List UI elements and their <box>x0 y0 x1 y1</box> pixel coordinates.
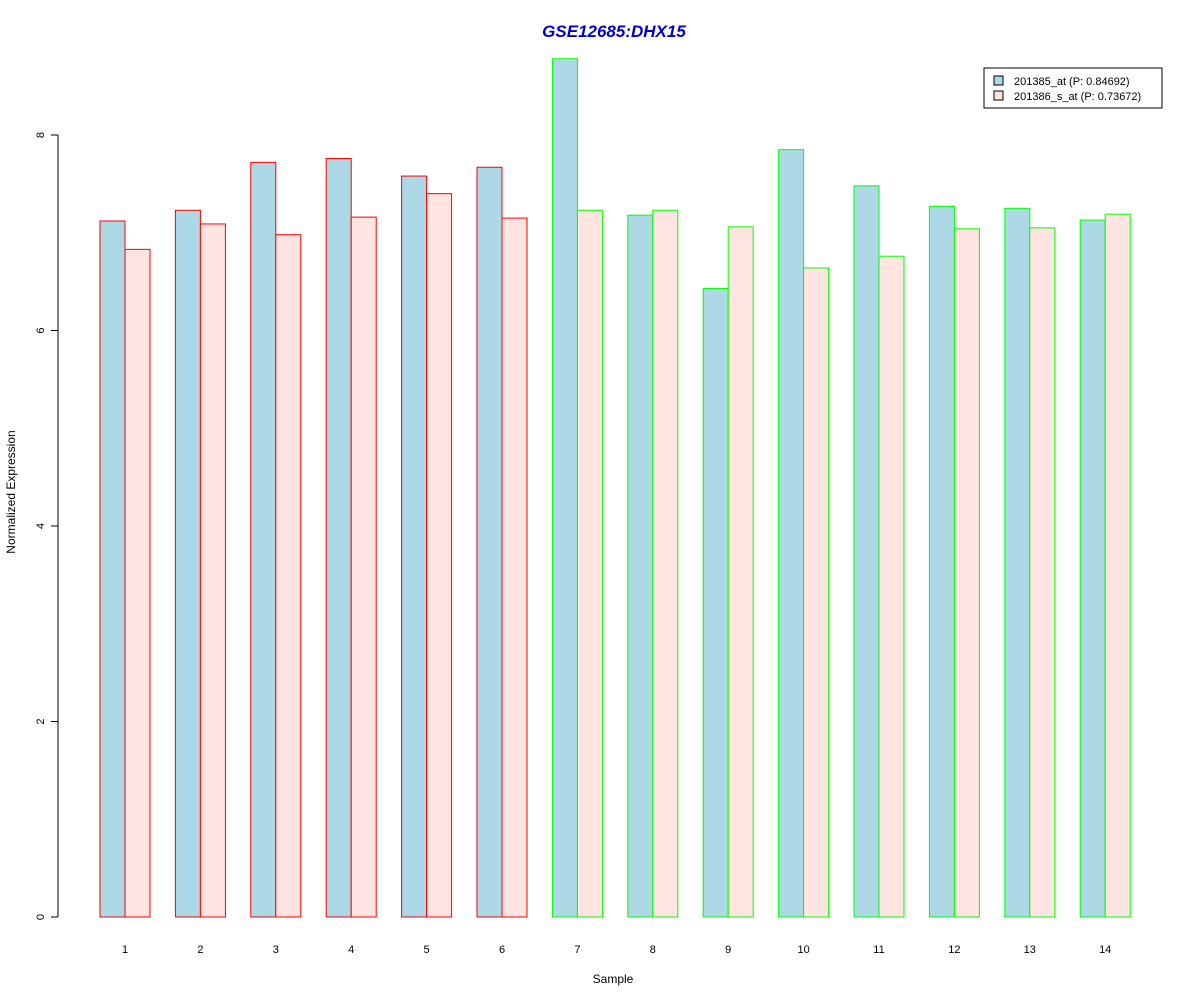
x-tick-labels: 1 2 3 4 5 6 7 8 9 10 11 12 13 14 <box>122 944 1111 956</box>
bar-201385-sample-9 <box>702 287 729 918</box>
y-tick-label: 4 <box>35 523 47 529</box>
bar-201386-sample-4 <box>350 216 377 918</box>
x-tick-label: 4 <box>348 944 354 956</box>
chart-title: GSE12685:DHX15 <box>542 22 686 41</box>
x-tick-label: 6 <box>499 944 505 956</box>
bar-201386-sample-3 <box>275 234 302 918</box>
bar-201385-sample-1 <box>99 220 126 918</box>
legend: 201385_at (P: 0.84692) 201386_s_at (P: 0… <box>983 67 1163 109</box>
legend-box <box>983 67 1163 109</box>
y-axis-label: Normalized Expression <box>4 430 18 553</box>
legend-swatch-201385 <box>993 75 1004 86</box>
bar-201385-sample-14 <box>1079 219 1106 918</box>
bar-201386-sample-2 <box>199 223 226 918</box>
legend-swatch-201386 <box>993 90 1004 101</box>
x-tick-label: 1 <box>122 944 128 956</box>
x-axis-label: Sample <box>593 972 634 986</box>
x-tick-label: 5 <box>424 944 430 956</box>
x-tick-label: 11 <box>873 944 884 956</box>
bar-201385-sample-12 <box>928 205 955 918</box>
y-tick-label: 8 <box>35 132 47 138</box>
x-tick-label: 2 <box>197 944 203 956</box>
x-tick-label: 12 <box>948 944 960 956</box>
bar-201386-sample-14 <box>1104 213 1131 918</box>
bar-201385-sample-6 <box>476 166 503 918</box>
bar-201385-sample-7 <box>551 58 578 918</box>
bar-201386-sample-7 <box>576 209 603 918</box>
x-tick-label: 7 <box>574 944 580 956</box>
bar-201386-sample-5 <box>426 193 453 918</box>
bars <box>99 58 1131 918</box>
bar-201385-sample-4 <box>325 157 352 918</box>
x-tick-label: 10 <box>797 944 809 956</box>
bar-201385-sample-13 <box>1004 207 1031 918</box>
x-tick-label: 13 <box>1024 944 1036 956</box>
bar-201385-sample-8 <box>627 214 654 918</box>
bar-201386-sample-8 <box>652 209 679 918</box>
y-tick-label: 2 <box>35 718 47 724</box>
bar-201385-sample-3 <box>250 161 277 918</box>
x-tick-label: 8 <box>650 944 656 956</box>
bar-201386-sample-12 <box>953 228 980 918</box>
bar-201386-sample-10 <box>803 267 830 918</box>
bar-201385-sample-2 <box>174 209 201 918</box>
bar-201386-sample-1 <box>124 248 151 918</box>
bar-201386-sample-13 <box>1029 227 1056 918</box>
bar-201385-sample-5 <box>401 175 428 918</box>
bar-201385-sample-11 <box>853 185 880 918</box>
y-tick-label: 0 <box>35 914 47 920</box>
legend-label-201385: 201385_at (P: 0.84692) <box>1014 76 1130 88</box>
bar-201386-sample-6 <box>501 217 528 918</box>
x-tick-label: 3 <box>273 944 279 956</box>
legend-label-201386: 201386_s_at (P: 0.73672) <box>1014 91 1141 103</box>
y-axis: 0 2 4 6 8 <box>35 132 59 920</box>
bar-201385-sample-10 <box>778 149 805 918</box>
bar-201386-sample-9 <box>727 226 754 918</box>
x-tick-label: 9 <box>725 944 731 956</box>
x-tick-label: 14 <box>1099 944 1111 956</box>
y-tick-label: 6 <box>35 327 47 333</box>
bar-201386-sample-11 <box>878 255 905 918</box>
